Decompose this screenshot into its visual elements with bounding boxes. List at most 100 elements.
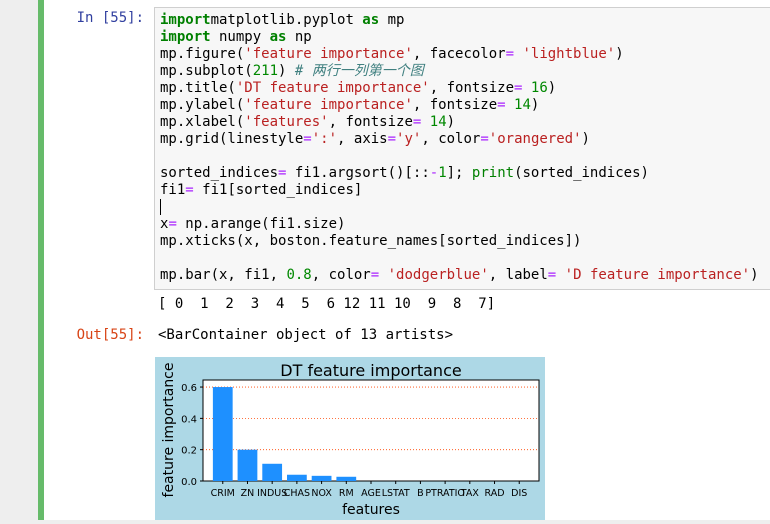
code-token: fi1[sorted_indices] <box>193 182 363 198</box>
code-line[interactable]: mp.bar(x, fi1, 0.8, color= 'dodgerblue',… <box>160 267 770 284</box>
code-token: = <box>387 131 397 147</box>
code-token: , color <box>311 267 371 283</box>
code-line[interactable]: mp.subplot(211) # 两行一列第一个图 <box>160 63 770 80</box>
code-line[interactable]: mp.title('DT feature importance', fontsi… <box>160 80 770 97</box>
code-token: = <box>412 114 422 130</box>
x-tick-label: INDUS <box>257 488 287 499</box>
code-line[interactable]: mp.ylabel('feature importance', fontsize… <box>160 97 770 114</box>
code-token: - <box>429 165 439 181</box>
code-token: = <box>505 46 515 62</box>
x-tick-label: ZN <box>241 488 255 499</box>
code-line[interactable]: sorted_indices= fi1.argsort()[::-1]; pri… <box>160 165 770 182</box>
code-token: , color <box>421 131 481 147</box>
code-token: np.arange(fi1.size) <box>176 216 346 232</box>
code-token: np <box>286 29 312 45</box>
code-token: matplotlib.pyplot <box>210 12 363 28</box>
code-token: mp.grid(linestyle <box>160 131 304 147</box>
code-token: mp.title( <box>160 80 236 96</box>
code-line[interactable] <box>160 250 770 267</box>
code-line[interactable]: mp.xlabel('features', fontsize= 14) <box>160 114 770 131</box>
code-token: 211 <box>252 63 279 79</box>
text-cursor <box>160 199 161 215</box>
code-token: = <box>370 267 380 283</box>
code-token: import <box>160 29 211 45</box>
code-token: 16 <box>530 80 548 96</box>
code-token: x <box>160 216 169 232</box>
x-tick-label: CRIM <box>211 488 235 499</box>
code-token: ]; <box>446 165 472 181</box>
output-text: <BarContainer object of 13 artists> <box>158 327 454 343</box>
code-token: ) <box>530 97 540 113</box>
code-token: (sorted_indices) <box>514 165 649 181</box>
code-token: print <box>471 165 515 181</box>
code-token: ) <box>581 131 590 147</box>
y-tick-label: 0.6 <box>181 383 197 394</box>
code-line[interactable]: import numpy as np <box>160 29 770 46</box>
code-line[interactable]: fi1= fi1[sorted_indices] <box>160 182 770 199</box>
code-token: ) <box>750 267 759 283</box>
bar-chas <box>287 474 307 481</box>
x-tick-label: RAD <box>485 488 505 499</box>
code-token: 1 <box>438 165 447 181</box>
code-editor[interactable]: importmatplotlib.pyplot as mp import nump… <box>154 7 770 290</box>
code-token: mp.xticks(x, boston.feature_names[sorted… <box>160 233 582 249</box>
code-token: fi1.argsort()[:: <box>286 165 430 181</box>
code-token: as <box>362 12 380 28</box>
stdout-output: [ 0 1 2 3 4 5 6 12 11 10 9 8 7] <box>158 296 496 312</box>
axes-area <box>202 379 540 482</box>
bar-indus <box>262 463 283 481</box>
code-token: = <box>185 182 194 198</box>
bar-zn <box>237 449 258 481</box>
x-tick-label: CHAS <box>284 488 310 499</box>
code-token: 14 <box>429 114 447 130</box>
bar-rm <box>336 476 357 481</box>
notebook-cell[interactable]: In [55]: importmatplotlib.pyplot as mp im… <box>38 0 770 520</box>
code-token: 0.8 <box>286 267 312 283</box>
bar-nox <box>311 475 332 481</box>
code-token: 'dodgerblue' <box>387 267 489 283</box>
code-token: 'DT feature importance' <box>235 80 430 96</box>
code-line[interactable] <box>160 199 770 216</box>
code-token: 'feature importance' <box>244 97 413 113</box>
code-token: numpy <box>210 29 270 45</box>
code-token: 'feature importance' <box>244 46 413 62</box>
code-token: 'features' <box>244 114 329 130</box>
code-token: ':' <box>311 131 338 147</box>
chart-title: DT feature importance <box>280 361 461 380</box>
code-line[interactable]: mp.grid(linestyle=':', axis='y', color='… <box>160 131 770 148</box>
code-token: sorted_indices <box>160 165 279 181</box>
code-line[interactable]: mp.xticks(x, boston.feature_names[sorted… <box>160 233 770 250</box>
code-line[interactable]: mp.figure('feature importance', facecolo… <box>160 46 770 63</box>
code-token <box>379 267 387 283</box>
code-token: mp.ylabel( <box>160 97 245 113</box>
y-tick-label: 0.2 <box>181 446 197 457</box>
code-line[interactable]: x= np.arange(fi1.size) <box>160 216 770 233</box>
x-tick-label: LSTAT <box>382 488 410 499</box>
code-line[interactable]: importmatplotlib.pyplot as mp <box>160 12 770 29</box>
code-token: = <box>278 165 287 181</box>
code-token: , fontsize <box>429 80 515 96</box>
code-token: fi1 <box>160 182 186 198</box>
code-token: = <box>514 80 523 96</box>
code-token: ) <box>278 63 295 79</box>
code-token: = <box>168 216 177 232</box>
code-token: , fontsize <box>412 97 498 113</box>
code-token: ) <box>615 46 624 62</box>
x-tick-label: DIS <box>511 488 527 499</box>
x-tick-label: RM <box>339 488 354 499</box>
code-token: 'lightblue' <box>522 46 616 62</box>
code-line[interactable] <box>160 148 770 165</box>
output-prompt: Out[55]: <box>76 327 144 343</box>
code-token: 'D feature importance' <box>564 267 751 283</box>
y-axis-label: feature importance <box>161 363 177 498</box>
code-token: mp.subplot( <box>160 63 253 79</box>
code-token: mp.figure( <box>160 46 245 62</box>
x-tick-label: AGE <box>361 488 381 499</box>
x-axis-label: features <box>342 502 400 518</box>
code-token: 14 <box>514 97 531 113</box>
code-token: 'y' <box>396 131 422 147</box>
code-token: # 两行一列第一个图 <box>294 63 424 79</box>
y-tick-label: 0.4 <box>181 414 197 425</box>
code-token: ) <box>446 114 456 130</box>
code-token: ) <box>547 80 557 96</box>
